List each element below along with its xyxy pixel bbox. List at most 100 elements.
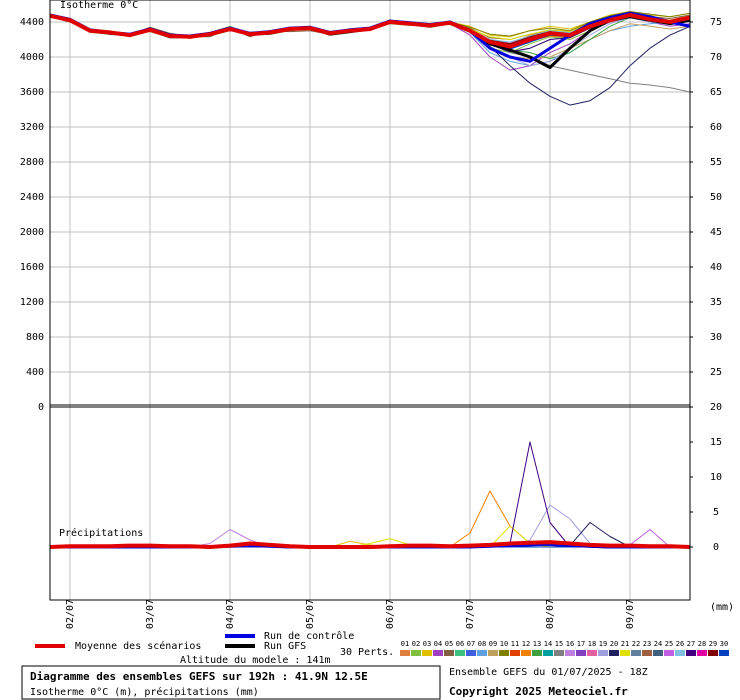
legend-swatch — [466, 650, 476, 656]
legend-swatch — [444, 650, 454, 656]
isotherm-lines — [50, 11, 690, 106]
legend-label: 24 — [654, 640, 662, 648]
legend-swatch — [576, 650, 586, 656]
y2-tick-label: 25 — [710, 367, 722, 378]
y-tick-label: 1200 — [20, 297, 44, 308]
legend-swatch — [510, 650, 520, 656]
y2-tick-label: 20 — [710, 402, 722, 413]
legend-label: 30 — [720, 640, 728, 648]
legend-swatch — [499, 650, 509, 656]
legend-swatch — [521, 650, 531, 656]
legend-label: 03 — [423, 640, 431, 648]
y-tick-label: 2000 — [20, 227, 44, 238]
legend-swatch — [422, 650, 432, 656]
legend-label: 13 — [533, 640, 541, 648]
legend-label: 19 — [599, 640, 607, 648]
legend-swatch — [719, 650, 729, 656]
legend-swatch — [620, 650, 630, 656]
legend-label: 21 — [621, 640, 629, 648]
x-tick-label: 02/07 — [65, 599, 76, 629]
legend-swatch — [455, 650, 465, 656]
legend-label: 20 — [610, 640, 618, 648]
legend-label: 27 — [687, 640, 695, 648]
y2-tick-label: 60 — [710, 122, 722, 133]
legend-label: 05 — [445, 640, 453, 648]
y2-tick-label: 70 — [710, 52, 722, 63]
copyright: Copyright 2025 Meteociel.fr — [449, 685, 628, 698]
legend-label: 02 — [412, 640, 420, 648]
legend-label: 04 — [434, 640, 442, 648]
x-tick-label: 06/07 — [385, 599, 396, 629]
legend-swatch — [686, 650, 696, 656]
legend-swatch — [653, 650, 663, 656]
y2-tick-label: 35 — [710, 297, 722, 308]
legend-label: 12 — [522, 640, 530, 648]
legend-swatch — [433, 650, 443, 656]
legend-swatch — [477, 650, 487, 656]
legend-swatch — [664, 650, 674, 656]
y-tick-label: 4000 — [20, 52, 44, 63]
run-label: Ensemble GEFS du 01/07/2025 - 18Z — [449, 667, 648, 678]
x-tick-label: 07/07 — [465, 599, 476, 629]
legend-label: 09 — [489, 640, 497, 648]
perturbation-label: 30 Perts. — [340, 647, 394, 658]
chart-subtitle: Isotherme 0°C (m), précipitations (mm) — [30, 686, 259, 698]
legend-label: 10 — [500, 640, 508, 648]
legend-swatch — [642, 650, 652, 656]
y2-tick-label: 50 — [710, 192, 722, 203]
legend-swatch — [565, 650, 575, 656]
y2-tick-label: 10 — [710, 472, 722, 483]
y-tick-label: 3600 — [20, 87, 44, 98]
y-tick-label: 0 — [38, 402, 44, 413]
x-tick-label: 05/07 — [305, 599, 316, 629]
legend-label: 15 — [555, 640, 563, 648]
legend-label: 23 — [643, 640, 651, 648]
altitude-label: Altitude du modele : 141m — [180, 655, 331, 666]
precipitation-label: Précipitations — [59, 527, 143, 539]
x-tick-label: 04/07 — [225, 599, 236, 629]
y-tick-label: 4400 — [20, 17, 44, 28]
legend-label: Run GFS — [264, 641, 306, 652]
legend-swatch — [543, 650, 553, 656]
legend-label: 14 — [544, 640, 552, 648]
legend-swatch — [587, 650, 597, 656]
x-tick-label: 03/07 — [145, 599, 156, 629]
isotherm-line — [50, 13, 690, 49]
y2-tick-label: 45 — [710, 227, 722, 238]
y-tick-label: 3200 — [20, 122, 44, 133]
legend-swatch — [400, 650, 410, 656]
legend-swatch — [554, 650, 564, 656]
precipitation-unit: (mm) — [710, 602, 734, 613]
precipitation-line — [50, 540, 690, 549]
legend-label: Moyenne des scénarios — [75, 640, 201, 652]
legend-swatch — [675, 650, 685, 656]
x-tick-label: 09/07 — [625, 599, 636, 629]
legend-label: 18 — [588, 640, 596, 648]
legend-swatch — [697, 650, 707, 656]
legend-label: 26 — [676, 640, 684, 648]
legend-swatch — [609, 650, 619, 656]
y2-tick-label: 65 — [710, 87, 722, 98]
y-tick-label: 800 — [26, 332, 44, 343]
legend-label: 16 — [566, 640, 574, 648]
x-tick-label: 08/07 — [545, 599, 556, 629]
y-tick-label: 400 — [26, 367, 44, 378]
legend-label: 11 — [511, 640, 519, 648]
y-tick-label: 2400 — [20, 192, 44, 203]
legend-label: 01 — [401, 640, 409, 648]
y2-tick-label: 75 — [710, 17, 722, 28]
legend-label: Run de contrôle — [264, 630, 354, 642]
chart-title: Diagramme des ensembles GEFS sur 192h : … — [30, 670, 368, 683]
y2-tick-label: 55 — [710, 157, 722, 168]
legend-label: 29 — [709, 640, 717, 648]
legend-label: 22 — [632, 640, 640, 648]
legend-swatch — [532, 650, 542, 656]
plot-frame — [49, 0, 691, 601]
legend-swatch — [411, 650, 421, 656]
y-tick-label: 2800 — [20, 157, 44, 168]
y2-tick-label: 15 — [710, 437, 722, 448]
legend-label: 25 — [665, 640, 673, 648]
